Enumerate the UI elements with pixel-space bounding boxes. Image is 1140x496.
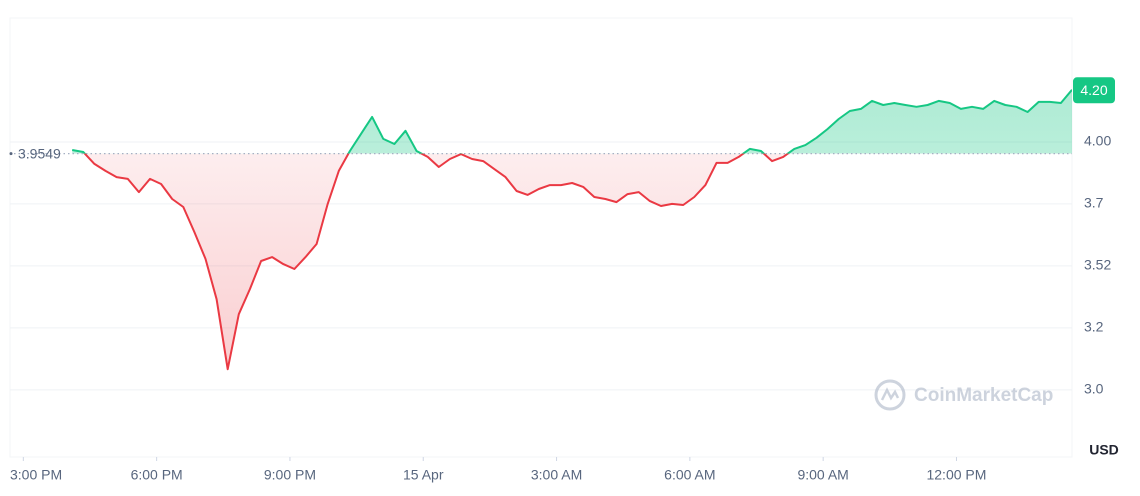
plot-frame — [9, 17, 1073, 458]
price-badge — [1073, 77, 1115, 104]
y-tick-label: 3.52 — [1084, 257, 1111, 273]
y-tick-label: 3.7 — [1084, 195, 1104, 211]
x-tick-label: 9:00 AM — [797, 467, 848, 483]
x-tick-label: 15 Apr — [403, 467, 444, 483]
area-down — [84, 153, 788, 370]
baseline-dot — [9, 152, 13, 156]
y-tick-label: 3.0 — [1084, 381, 1104, 397]
y-tick-label: 4.00 — [1084, 133, 1111, 149]
watermark: CoinMarketCap — [874, 379, 1053, 411]
x-tick-label: 6:00 AM — [664, 467, 715, 483]
price-line-up — [72, 89, 1072, 154]
price-line-down — [83, 153, 790, 371]
unit-label: USD — [1089, 442, 1119, 458]
price-badge-label: 4.20 — [1080, 82, 1107, 98]
watermark-text: CoinMarketCap — [914, 385, 1053, 406]
area-up — [72, 89, 1072, 154]
x-tick-label: 3:00 AM — [531, 467, 582, 483]
baseline-label: 3.9549 — [18, 145, 61, 161]
x-tick-label: 3:00 PM — [10, 467, 62, 483]
x-tick-label: 12:00 PM — [926, 467, 986, 483]
x-tick-label: 6:00 PM — [131, 467, 183, 483]
x-tick-label: 9:00 PM — [264, 467, 316, 483]
y-tick-label: 3.2 — [1084, 319, 1104, 335]
